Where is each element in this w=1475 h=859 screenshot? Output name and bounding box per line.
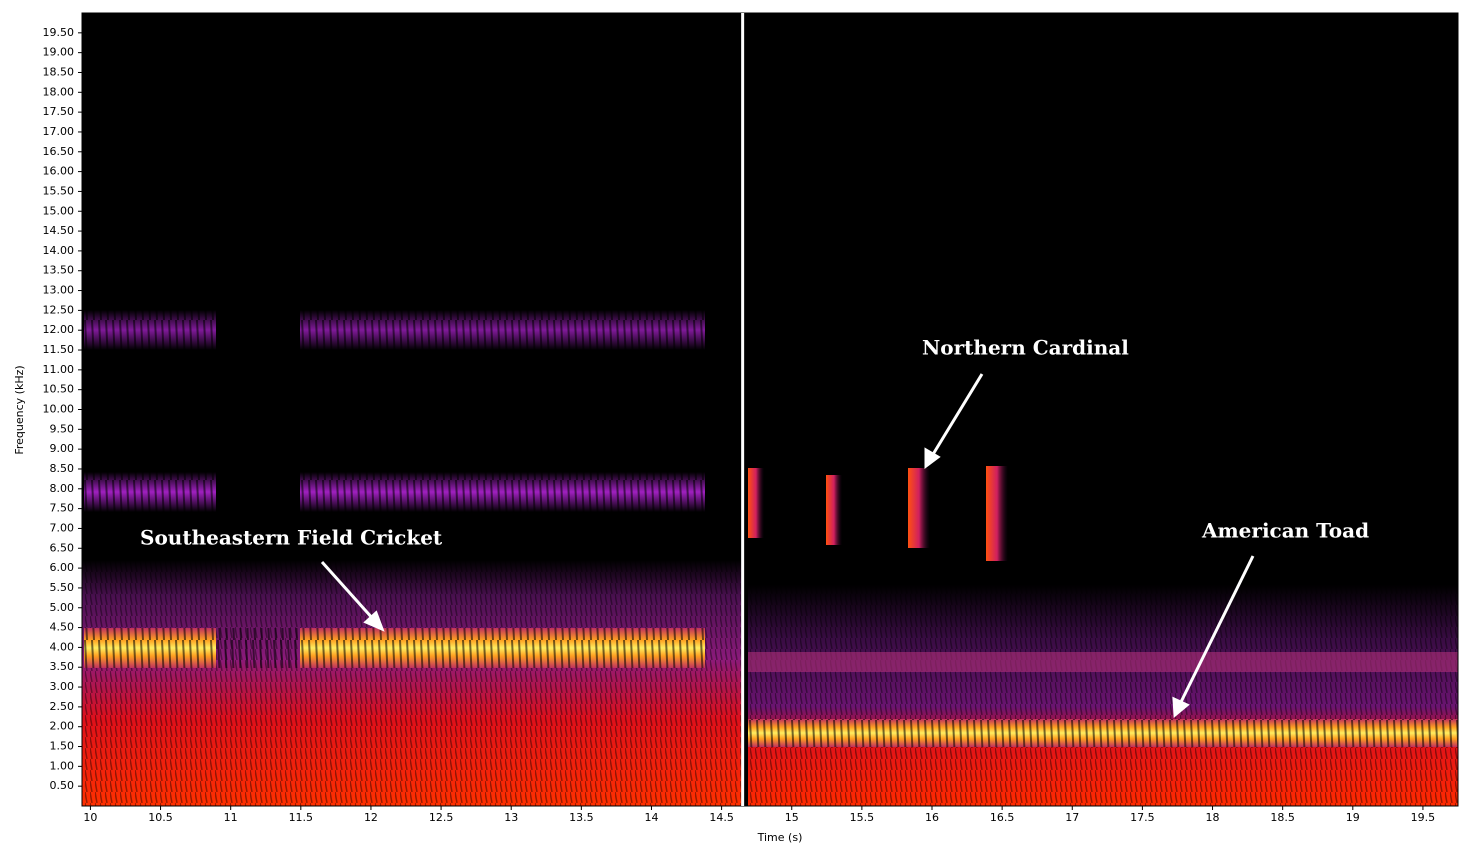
y-tick-label: 3.00	[50, 680, 75, 693]
y-axis-label: Frequency (kHz)	[13, 365, 26, 454]
x-tick-label: 12	[364, 811, 378, 824]
y-tick-label: 16.50	[43, 145, 75, 158]
harmonic-texture	[84, 300, 705, 520]
y-tick-label: 19.50	[43, 26, 75, 39]
noise-texture	[748, 585, 1458, 806]
y-tick-label: 8.50	[50, 462, 75, 475]
x-axis-label: Time (s)	[757, 831, 803, 844]
cardinal-note	[908, 468, 930, 548]
cardinal-note	[826, 475, 842, 545]
y-tick-label: 13.50	[43, 264, 75, 277]
x-tick-label: 18	[1206, 811, 1220, 824]
x-tick-label: 19	[1346, 811, 1360, 824]
y-tick-label: 18.50	[43, 65, 75, 78]
y-tick-label: 8.00	[50, 482, 75, 495]
x-tick-label: 11	[224, 811, 238, 824]
x-tick-label: 10.5	[148, 811, 173, 824]
y-tick-label: 10.00	[43, 403, 75, 416]
y-tick-label: 13.00	[43, 284, 75, 297]
x-tick-label: 10	[83, 811, 97, 824]
toad-harmonic	[748, 652, 1458, 672]
y-tick-label: 16.00	[43, 165, 75, 178]
y-tick-label: 6.00	[50, 561, 75, 574]
x-tick-label: 16.5	[990, 811, 1015, 824]
x-tick-label: 15	[785, 811, 799, 824]
cardinal-note	[986, 466, 1008, 561]
x-tick-label: 15.5	[850, 811, 875, 824]
cricket-texture	[84, 628, 705, 668]
annotation: American Toad	[1201, 519, 1369, 543]
x-tick-label: 17	[1065, 811, 1079, 824]
y-tick-label: 17.50	[43, 105, 75, 118]
plot-area	[82, 13, 1458, 806]
x-tick-label: 12.5	[429, 811, 454, 824]
y-tick-label: 6.50	[50, 541, 75, 554]
arrowhead	[363, 610, 385, 632]
toad-texture	[748, 719, 1458, 747]
y-tick-label: 9.00	[50, 442, 75, 455]
y-tick-label: 2.00	[50, 720, 75, 733]
y-tick-label: 10.50	[43, 383, 75, 396]
y-tick-label: 7.00	[50, 521, 75, 534]
y-tick-label: 4.50	[50, 621, 75, 634]
y-tick-label: 11.00	[43, 363, 75, 376]
y-tick-label: 3.50	[50, 660, 75, 673]
annotation: Northern Cardinal	[922, 336, 1129, 360]
y-tick-label: 1.00	[50, 759, 75, 772]
y-tick-label: 12.00	[43, 323, 75, 336]
arrowhead	[924, 447, 941, 469]
y-tick-label: 14.00	[43, 244, 75, 257]
y-tick-label: 0.50	[50, 779, 75, 792]
arrow	[320, 560, 376, 622]
y-tick-label: 7.50	[50, 502, 75, 515]
x-tick-label: 14	[644, 811, 658, 824]
y-tick-label: 5.00	[50, 601, 75, 614]
y-tick-label: 4.00	[50, 640, 75, 653]
y-tick-label: 14.50	[43, 224, 75, 237]
cardinal-note	[748, 468, 764, 538]
annotation: Southeastern Field Cricket	[140, 526, 443, 550]
arrowhead	[1172, 696, 1190, 719]
y-tick-label: 2.50	[50, 700, 75, 713]
y-tick-label: 19.00	[43, 46, 75, 59]
x-tick-label: 11.5	[289, 811, 314, 824]
y-tick-label: 15.50	[43, 184, 75, 197]
x-tick-label: 18.5	[1270, 811, 1295, 824]
y-tick-label: 11.50	[43, 343, 75, 356]
y-tick-label: 5.50	[50, 581, 75, 594]
y-tick-label: 1.50	[50, 740, 75, 753]
x-tick-label: 17.5	[1130, 811, 1155, 824]
x-tick-label: 16	[925, 811, 939, 824]
x-tick-label: 14.5	[709, 811, 734, 824]
x-tick-label: 19.5	[1411, 811, 1436, 824]
arrow	[930, 373, 984, 457]
x-tick-label: 13.5	[569, 811, 594, 824]
y-tick-label: 17.00	[43, 125, 75, 138]
y-tick-label: 9.50	[50, 422, 75, 435]
y-tick-label: 12.50	[43, 303, 75, 316]
arrows	[320, 373, 1255, 719]
y-tick-label: 18.00	[43, 85, 75, 98]
arrow	[1178, 555, 1255, 705]
x-tick-label: 13	[504, 811, 518, 824]
y-tick-label: 15.00	[43, 204, 75, 217]
noise-texture	[82, 560, 742, 806]
